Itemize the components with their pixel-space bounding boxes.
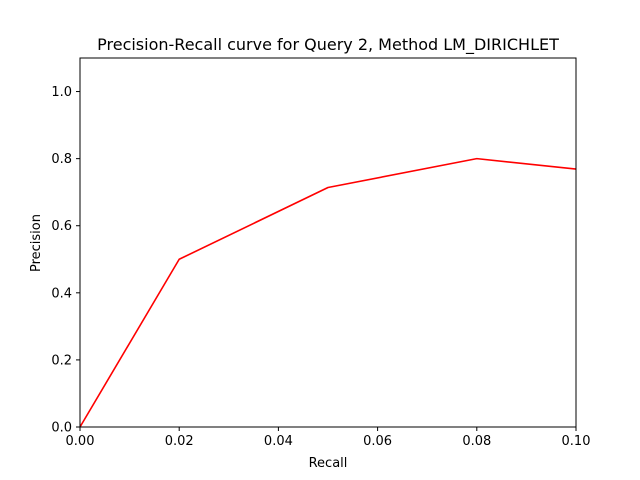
x-tick-label: 0.00 xyxy=(66,434,95,449)
y-tick-label: 0.0 xyxy=(51,421,72,436)
x-tick-label: 0.06 xyxy=(363,434,392,449)
x-axis: 0.00 0.02 0.04 0.06 0.08 0.10 xyxy=(66,427,591,449)
y-tick-label: 0.6 xyxy=(51,219,72,234)
plot-frame xyxy=(79,57,577,428)
y-tick-label: 1.0 xyxy=(51,85,72,100)
x-axis-label: Recall xyxy=(309,456,348,471)
x-tick-label: 0.02 xyxy=(165,434,194,449)
y-tick-label: 0.8 xyxy=(51,152,72,167)
y-axis: 0.0 0.2 0.4 0.6 0.8 1.0 xyxy=(51,85,80,436)
x-tick-label: 0.08 xyxy=(462,434,491,449)
y-axis-label: Precision xyxy=(29,214,44,272)
y-tick-label: 0.4 xyxy=(51,286,72,301)
chart-title: Precision-Recall curve for Query 2, Meth… xyxy=(97,35,559,55)
y-tick-label: 0.2 xyxy=(51,353,72,368)
series-line xyxy=(79,157,577,428)
x-tick-label: 0.10 xyxy=(562,434,591,449)
x-tick-label: 0.04 xyxy=(264,434,293,449)
plot-area xyxy=(79,157,577,428)
